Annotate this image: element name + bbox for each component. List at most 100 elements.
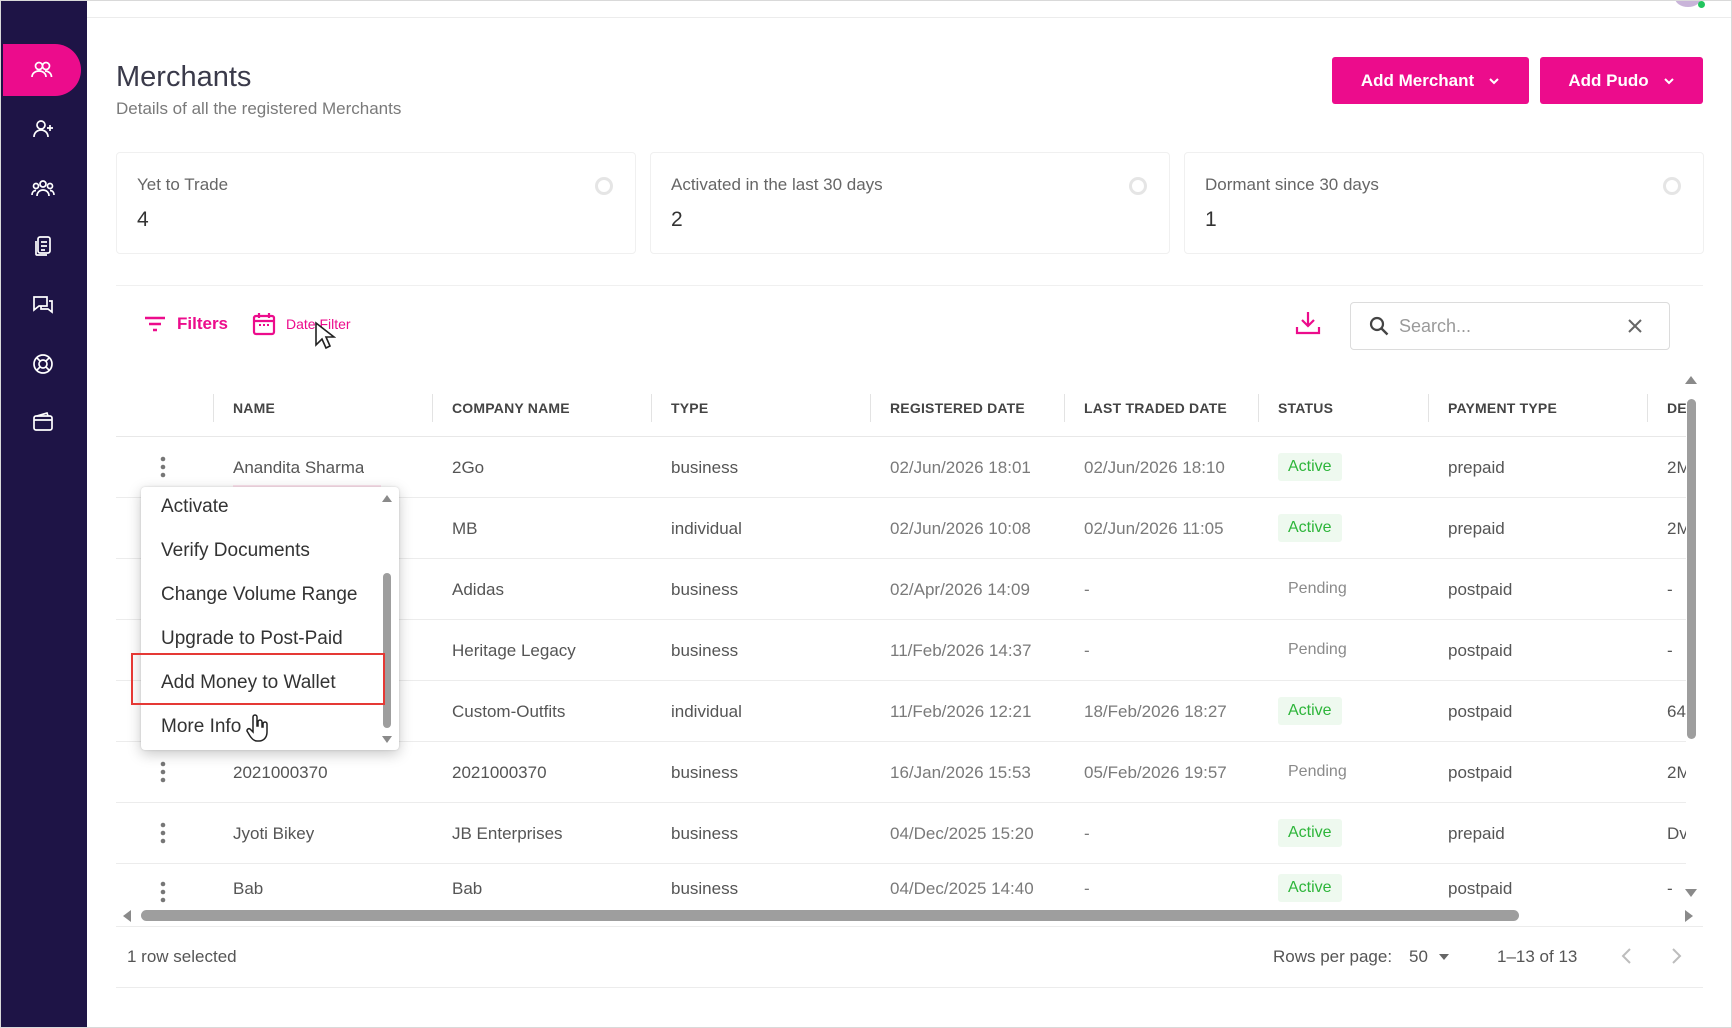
menu-scrollbar[interactable]: [383, 573, 391, 728]
cell-type: business: [671, 580, 739, 599]
chevron-down-icon: [1489, 77, 1499, 84]
stat-card-yet-to-trade: Yet to Trade 4: [116, 152, 636, 254]
column-separator: [1258, 394, 1259, 422]
cell-payment-type: postpaid: [1448, 580, 1513, 599]
sidebar-item-groups[interactable]: [19, 164, 67, 212]
scroll-down-icon[interactable]: [1684, 887, 1698, 899]
sidebar-item-merchants[interactable]: [3, 44, 81, 96]
cell-company: JB Enterprises: [452, 824, 563, 843]
more-vert-icon[interactable]: [160, 880, 166, 904]
column-header-name[interactable]: NAME: [233, 400, 276, 416]
cell-type: individual: [671, 519, 742, 538]
column-header-payment-type[interactable]: PAYMENT TYPE: [1448, 400, 1557, 416]
search-input[interactable]: [1399, 315, 1629, 337]
loading-ring-icon: [1663, 177, 1681, 195]
more-vert-icon[interactable]: [160, 455, 166, 479]
merchants-icon: [31, 61, 53, 78]
cell-extra: Dv: [1667, 824, 1686, 843]
cell-last-traded-date: 02/Jun/2026 18:10: [1084, 458, 1225, 477]
cell-payment-type: prepaid: [1448, 824, 1505, 843]
column-header-type[interactable]: TYPE: [671, 400, 709, 416]
cell-last-traded-date: -: [1084, 879, 1090, 898]
column-header-last-traded-date[interactable]: LAST TRADED DATE: [1084, 400, 1227, 416]
sidebar-item-support[interactable]: [19, 340, 67, 388]
sidebar-item-wallet[interactable]: [19, 398, 67, 446]
stat-card-activated: Activated in the last 30 days 2: [650, 152, 1170, 254]
add-merchant-label: Add Merchant: [1360, 70, 1475, 90]
highlight-annotation: [131, 653, 385, 705]
table-row[interactable]: Custom-Outfits individual 11/Feb/2026 12…: [116, 681, 1686, 742]
arrow-cursor-icon: [315, 321, 336, 350]
status-badge: Active: [1278, 513, 1342, 542]
scroll-right-icon[interactable]: [1683, 909, 1695, 923]
add-user-icon: [33, 120, 53, 138]
close-icon[interactable]: [1625, 316, 1645, 336]
column-header-status[interactable]: STATUS: [1278, 400, 1334, 416]
status-badge: Active: [1278, 818, 1342, 847]
cell-company: 2021000370: [452, 763, 547, 782]
menu-item-upgrade-post-paid[interactable]: Upgrade to Post-Paid: [161, 628, 343, 649]
online-status-dot: [1698, 1, 1705, 8]
menu-item-activate[interactable]: Activate: [161, 496, 229, 517]
rows-per-page-select[interactable]: 50: [1409, 947, 1450, 967]
column-separator: [651, 394, 652, 422]
table-row[interactable]: Heritage Legacy business 11/Feb/2026 14:…: [116, 620, 1686, 681]
cell-name: 2021000370: [233, 763, 328, 782]
stat-card-dormant: Dormant since 30 days 1: [1184, 152, 1704, 254]
menu-item-add-money-to-wallet[interactable]: Add Money to Wallet: [161, 672, 336, 693]
sidebar-item-chat[interactable]: [19, 281, 67, 329]
column-header-company[interactable]: COMPANY NAME: [452, 400, 570, 416]
cell-registered-date: 16/Jan/2026 15:53: [890, 763, 1031, 782]
column-header-de[interactable]: DE: [1667, 400, 1686, 416]
wallet-icon: [33, 411, 53, 431]
scroll-up-icon[interactable]: [381, 493, 393, 503]
vertical-scrollbar[interactable]: [1687, 399, 1696, 739]
more-vert-icon[interactable]: [160, 760, 166, 784]
add-merchant-button[interactable]: Add Merchant: [1332, 57, 1529, 104]
cell-company: 2Go: [452, 458, 485, 477]
menu-item-change-volume-range[interactable]: Change Volume Range: [161, 584, 358, 605]
menu-item-verify-documents[interactable]: Verify Documents: [161, 540, 310, 561]
cell-company: Adidas: [452, 580, 504, 599]
scroll-down-icon[interactable]: [381, 735, 393, 745]
horizontal-scrollbar[interactable]: [141, 910, 1519, 921]
loading-ring-icon: [1129, 177, 1147, 195]
chevron-right-icon[interactable]: [1665, 945, 1687, 967]
cell-type: individual: [671, 702, 742, 721]
table-row[interactable]: Bab Bab business 04/Dec/2025 14:40 - Act…: [116, 864, 1686, 906]
add-pudo-button[interactable]: Add Pudo: [1540, 57, 1703, 104]
table-row[interactable]: MB individual 02/Jun/2026 10:08 02/Jun/2…: [116, 498, 1686, 559]
scroll-up-icon[interactable]: [1684, 374, 1698, 386]
avatar[interactable]: [1675, 1, 1701, 7]
filter-icon: [145, 316, 165, 332]
filters-button[interactable]: Filters: [143, 314, 228, 334]
cell-payment-type: postpaid: [1448, 641, 1513, 660]
table-row[interactable]: Jyoti Bikey JB Enterprises business 04/D…: [116, 803, 1686, 864]
menu-item-more-info[interactable]: More Info: [161, 716, 242, 737]
more-vert-icon[interactable]: [160, 821, 166, 845]
status-badge: Active: [1278, 873, 1342, 902]
chevron-left-icon[interactable]: [1616, 945, 1638, 967]
sidebar-item-documents[interactable]: [19, 222, 67, 270]
cell-registered-date: 04/Dec/2025 14:40: [890, 879, 1034, 898]
table-panel: [116, 285, 1703, 987]
table-row[interactable]: 2021000370 2021000370 business 16/Jan/20…: [116, 742, 1686, 803]
table-row[interactable]: Anandita Sharma 2Go business 02/Jun/2026…: [116, 437, 1686, 498]
table-row[interactable]: Adidas business 02/Apr/2026 14:09 - Pend…: [116, 559, 1686, 620]
stat-label: Dormant since 30 days: [1205, 175, 1379, 194]
loading-ring-icon: [595, 177, 613, 195]
cell-registered-date: 02/Jun/2026 18:01: [890, 458, 1031, 477]
cell-registered-date: 02/Apr/2026 14:09: [890, 580, 1030, 599]
download-icon[interactable]: [1294, 309, 1322, 337]
table-footer: [116, 926, 1703, 988]
chevron-down-icon: [1663, 77, 1674, 84]
status-badge: Pending: [1288, 579, 1347, 597]
caret-down-icon: [1438, 954, 1449, 960]
cell-type: business: [671, 641, 739, 660]
stat-value: 2: [671, 208, 683, 231]
column-header-registered-date[interactable]: REGISTERED DATE: [890, 400, 1025, 416]
scroll-left-icon[interactable]: [121, 909, 133, 923]
sidebar-item-add-user[interactable]: [19, 105, 67, 153]
support-icon: [33, 354, 53, 374]
